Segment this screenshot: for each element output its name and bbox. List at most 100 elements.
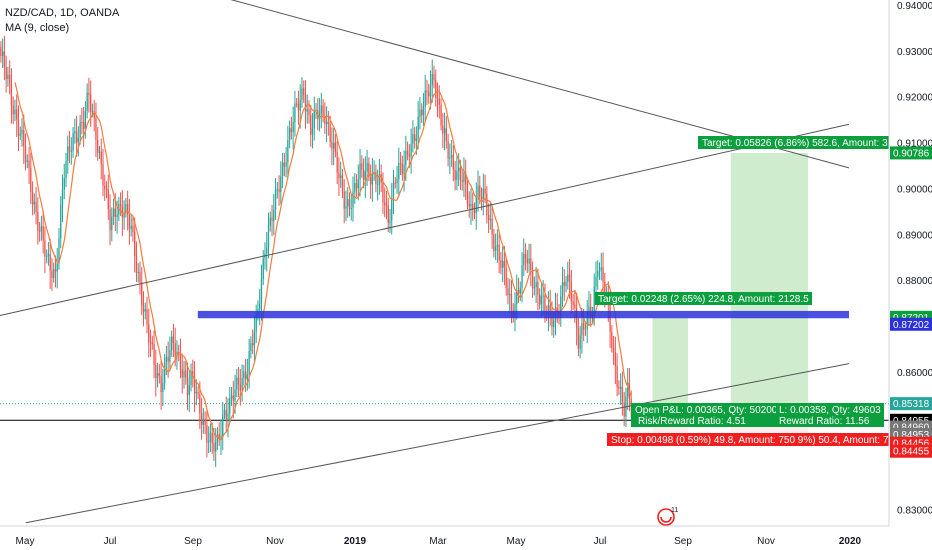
- candle-body: [142, 304, 145, 312]
- candle-body: [354, 183, 356, 192]
- candle-body: [382, 182, 384, 203]
- target-small-banner[interactable]: [595, 292, 812, 305]
- candle-body: [489, 218, 492, 221]
- candle-body: [93, 111, 95, 119]
- candle-body: [486, 193, 488, 215]
- candle-body: [310, 114, 312, 135]
- pnl-small-banner[interactable]: [631, 403, 776, 427]
- symbol-title[interactable]: NZD/CAD, 1D, OANDA: [5, 7, 120, 19]
- candle-body: [3, 51, 6, 67]
- candle-body: [524, 253, 527, 259]
- trade-label-group[interactable]: Target: 0.02248 (2.65%) 224.8, Amount: 2…: [595, 136, 889, 446]
- candle-body: [369, 177, 372, 185]
- candle-body: [109, 209, 111, 231]
- candle-body: [514, 304, 516, 318]
- candle-body: [95, 118, 97, 140]
- candle-body: [16, 109, 18, 120]
- candle-body: [63, 178, 65, 190]
- candle-body: [338, 172, 340, 179]
- candle-body: [160, 375, 162, 392]
- candle-body: [445, 128, 447, 141]
- candle-body: [454, 170, 456, 180]
- candle-body: [516, 290, 518, 305]
- candle-body: [155, 365, 157, 379]
- candle-body: [251, 343, 254, 346]
- stop-banner[interactable]: [607, 433, 889, 446]
- candle-body: [428, 92, 430, 97]
- price-tick-label: 0.88000: [897, 276, 932, 287]
- candle-body: [288, 128, 291, 140]
- candle-body: [281, 162, 284, 177]
- candle-body: [30, 168, 32, 193]
- candle-body: [220, 435, 222, 439]
- candle-body: [19, 133, 21, 136]
- candle-body: [222, 414, 224, 436]
- candle-body: [443, 128, 446, 134]
- time-tick-label: 2020: [839, 536, 862, 547]
- candle-body: [406, 150, 409, 155]
- price-badge-label: 0.87202: [893, 320, 930, 331]
- candle-body: [588, 306, 590, 312]
- candle-body: [336, 151, 338, 173]
- candle-body: [296, 103, 298, 105]
- candle-body: [278, 189, 280, 193]
- candle-body: [132, 225, 134, 233]
- candle-body: [1, 51, 4, 56]
- price-axis-panel[interactable]: [889, 0, 932, 550]
- candle-body: [137, 271, 139, 273]
- candle-body: [40, 226, 43, 232]
- candle-body: [586, 311, 588, 330]
- candle-body: [459, 167, 462, 181]
- candle-body: [79, 121, 81, 138]
- candle-body: [399, 163, 402, 165]
- price-tick-label: 0.92000: [897, 93, 932, 104]
- candle-body: [60, 204, 62, 239]
- candle-body: [456, 171, 458, 180]
- candle-body: [144, 309, 146, 312]
- candle-body: [509, 294, 511, 296]
- candle-body: [26, 160, 28, 162]
- candle-body: [502, 260, 504, 268]
- candle-body: [630, 398, 632, 407]
- candle-body: [500, 260, 502, 268]
- candle-body: [484, 188, 486, 194]
- candle-body: [12, 105, 14, 115]
- candle-body: [183, 370, 185, 378]
- candle-body: [121, 205, 124, 218]
- candle-body: [206, 425, 208, 443]
- candle-body: [493, 234, 495, 251]
- candle-body: [262, 258, 264, 280]
- candle-body: [505, 267, 507, 288]
- candle-body: [14, 109, 16, 115]
- pnl-large-banner[interactable]: [776, 403, 884, 427]
- candle-body: [7, 74, 9, 80]
- tradingview-logo-icon: 11: [657, 507, 678, 526]
- candle-body: [280, 176, 282, 193]
- candle-body: [424, 90, 426, 107]
- price-badge-label: 0.84953: [893, 430, 930, 441]
- target-large-banner[interactable]: [698, 136, 889, 149]
- candle-body: [366, 163, 368, 172]
- candle-body: [114, 208, 116, 217]
- candle-body: [0, 46, 2, 56]
- candle-body: [440, 104, 442, 126]
- pnl-large-label: L: 0.00358, Qty: 49603: [779, 405, 881, 416]
- candle-body: [162, 383, 164, 392]
- candle-body: [472, 204, 474, 210]
- candle-body: [158, 373, 161, 376]
- stop-label: Stop: 0.00498 (0.59%) 49.8, Amount: 750 …: [611, 435, 889, 446]
- candle-body: [482, 188, 484, 200]
- candle-body: [153, 344, 155, 366]
- candle-body: [371, 173, 374, 185]
- candle-body: [82, 122, 85, 129]
- ma-indicator-title[interactable]: MA (9, close): [5, 22, 69, 34]
- candle-body: [503, 260, 506, 268]
- candle-body: [549, 305, 551, 312]
- candle-body: [104, 185, 106, 189]
- candle-body: [290, 128, 293, 133]
- time-axis-panel[interactable]: [0, 526, 889, 550]
- candle-body: [563, 282, 565, 286]
- candle-body: [86, 92, 88, 111]
- candle-body: [600, 267, 602, 271]
